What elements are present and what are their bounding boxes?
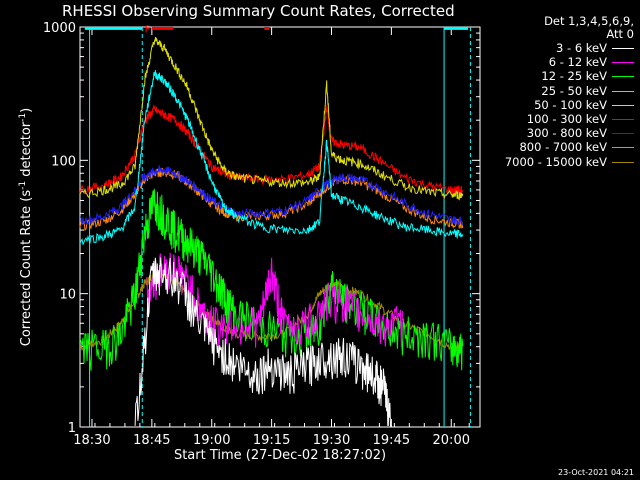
legend-label: 12 - 25 keV bbox=[541, 69, 607, 84]
x-axis-label: Start Time (27-Dec-02 18:27:02) bbox=[174, 448, 386, 463]
legend-swatch bbox=[612, 119, 634, 120]
legend-entry: 100 - 300 keV bbox=[526, 112, 634, 126]
legend-label: 3 - 6 keV bbox=[556, 41, 607, 55]
legend-header-attenuator: Att 0 bbox=[606, 27, 634, 41]
x-tick-label: 20:00 bbox=[433, 433, 470, 448]
series-line-300to800keV bbox=[79, 164, 464, 227]
x-tick-label: 19:45 bbox=[373, 433, 410, 448]
series-line-100to300keV bbox=[79, 104, 464, 195]
legend-swatch bbox=[612, 133, 634, 135]
x-tick-label: 18:45 bbox=[133, 433, 170, 448]
legend-label: 25 - 50 keV bbox=[541, 83, 607, 98]
x-tick-label: 19:30 bbox=[313, 433, 350, 448]
y-tick-label: 100 bbox=[51, 154, 76, 169]
y-tick-label: 1000 bbox=[43, 21, 76, 36]
legend-entry: 25 - 50 keV bbox=[541, 83, 634, 98]
x-tick-label: 19:15 bbox=[253, 433, 290, 448]
legend-label: 50 - 100 keV bbox=[534, 97, 607, 112]
legend-entry: 7000 - 15000 keV bbox=[504, 154, 634, 169]
x-tick-label: 19:00 bbox=[193, 433, 230, 448]
series-line-6to12keV bbox=[146, 252, 403, 348]
series-line-50to100keV bbox=[79, 36, 464, 201]
x-tick-label: 18:30 bbox=[73, 433, 110, 448]
legend-label: 6 - 12 keV bbox=[548, 55, 607, 70]
legend-swatch bbox=[612, 62, 634, 64]
legend-swatch bbox=[612, 76, 634, 78]
legend-entry: 3 - 6 keV bbox=[556, 41, 634, 55]
legend-swatch bbox=[612, 104, 634, 106]
legend-header-detectors: Det 1,3,4,5,6,9, bbox=[544, 14, 634, 28]
legend-entry: 800 - 7000 keV bbox=[519, 140, 634, 155]
legend-swatch bbox=[612, 147, 634, 149]
legend-swatch bbox=[612, 161, 634, 163]
y-axis-label: Corrected Count Rate (s-1 detector-1) bbox=[18, 108, 34, 346]
series-line-12to25keV bbox=[79, 188, 464, 371]
legend-entry: 50 - 100 keV bbox=[534, 97, 634, 112]
legend-swatch bbox=[612, 90, 634, 92]
legend-entry: 12 - 25 keV bbox=[541, 69, 634, 84]
legend-label: 800 - 7000 keV bbox=[519, 140, 607, 155]
y-tick-label: 10 bbox=[59, 288, 76, 303]
series-line-25to50keV bbox=[79, 70, 464, 246]
footer-timestamp: 23-Oct-2021 04:21 bbox=[558, 468, 634, 477]
legend-entry: 300 - 800 keV bbox=[526, 126, 634, 141]
legend-entry: 6 - 12 keV bbox=[548, 55, 634, 70]
legend-swatch bbox=[612, 48, 634, 49]
series-line-3to6keV bbox=[134, 257, 392, 427]
legend-label: 7000 - 15000 keV bbox=[504, 154, 607, 169]
y-tick-label: 1 bbox=[68, 421, 76, 436]
legend-label: 300 - 800 keV bbox=[526, 126, 607, 141]
chart-title: RHESSI Observing Summary Count Rates, Co… bbox=[62, 2, 455, 20]
legend-label: 100 - 300 keV bbox=[526, 112, 607, 126]
flag-label: F bbox=[145, 24, 151, 35]
